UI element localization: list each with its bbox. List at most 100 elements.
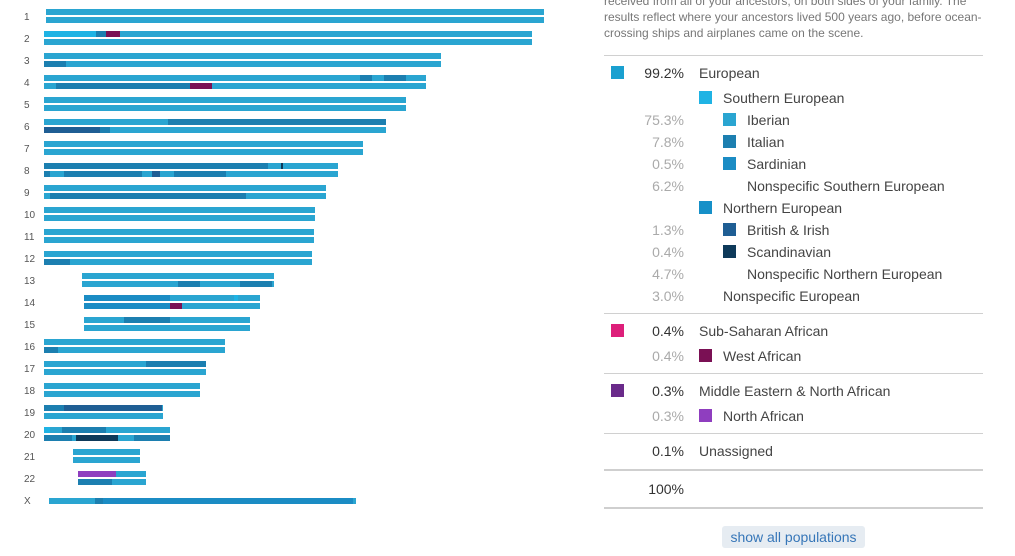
population-name: Southern European xyxy=(723,90,845,106)
ancestry-segment xyxy=(190,83,212,89)
population-color-swatch xyxy=(699,349,712,362)
population-row[interactable]: 99.2% European xyxy=(604,63,983,83)
chromosome-label: 8 xyxy=(24,166,30,177)
chromosome-bar[interactable] xyxy=(44,251,312,257)
chromosome-bar[interactable] xyxy=(44,97,406,103)
chromosome-bar[interactable] xyxy=(44,339,225,345)
total-percent: 100% xyxy=(648,481,684,497)
ancestry-segment xyxy=(240,281,272,287)
population-percent: 0.5% xyxy=(652,156,684,172)
population-row[interactable]: 0.3% Middle Eastern & North African xyxy=(604,381,983,401)
chromosome-bar[interactable] xyxy=(44,413,163,419)
population-row[interactable]: 75.3% Iberian xyxy=(604,110,983,130)
population-row[interactable]: Northern European xyxy=(604,198,983,218)
population-row[interactable]: 6.2% Nonspecific Southern European xyxy=(604,176,983,196)
ancestry-segment xyxy=(95,498,103,504)
chromosome-bar[interactable] xyxy=(44,391,200,397)
population-row[interactable]: 0.4% West African xyxy=(604,346,983,366)
chromosome-bar[interactable] xyxy=(84,325,250,331)
chromosome-bar[interactable] xyxy=(44,141,363,147)
population-row[interactable]: 7.8% Italian xyxy=(604,132,983,152)
chromosome-bar[interactable] xyxy=(84,295,260,301)
chromosome-label: 10 xyxy=(24,210,36,221)
chromosome-label: 6 xyxy=(24,122,30,133)
chromosome-bar[interactable] xyxy=(44,237,314,243)
chromosome-label: 12 xyxy=(24,254,36,265)
population-percent: 0.3% xyxy=(652,383,684,399)
population-row[interactable]: 3.0% Nonspecific European xyxy=(604,286,983,306)
population-name: Italian xyxy=(747,134,785,150)
chromosome-bar[interactable] xyxy=(44,229,314,235)
chromosome-bar[interactable] xyxy=(44,53,441,59)
chromosome-bar[interactable] xyxy=(44,39,532,45)
ancestry-segment xyxy=(103,498,353,504)
population-color-swatch xyxy=(611,66,624,79)
table-separator xyxy=(604,373,983,374)
chromosome-bar[interactable] xyxy=(82,273,274,279)
ancestry-segment xyxy=(78,471,116,477)
ancestry-segment xyxy=(234,295,238,301)
population-row[interactable]: 4.7% Nonspecific Northern European xyxy=(604,264,983,284)
population-percent: 0.4% xyxy=(652,244,684,260)
chromosome-bar[interactable] xyxy=(44,83,426,89)
ancestry-segment xyxy=(360,75,372,81)
ancestry-segment xyxy=(84,295,170,301)
population-percent: 6.2% xyxy=(652,178,684,194)
chromosome-label: X xyxy=(24,496,31,507)
chromosome-bar[interactable] xyxy=(44,347,225,353)
population-name: North African xyxy=(723,408,804,424)
table-separator xyxy=(604,433,983,434)
population-row[interactable]: 0.1% Unassigned xyxy=(604,441,983,461)
chromosome-bar[interactable] xyxy=(44,105,406,111)
ancestry-segment xyxy=(96,31,106,37)
population-percent: 0.4% xyxy=(652,323,684,339)
population-percent: 99.2% xyxy=(644,65,684,81)
population-row[interactable]: Southern European xyxy=(604,88,983,108)
chromosome-bar[interactable] xyxy=(44,361,206,367)
chromosome-bar[interactable] xyxy=(44,185,326,191)
chromosome-bar[interactable] xyxy=(73,449,140,455)
chromosome-bar[interactable] xyxy=(44,259,312,265)
table-separator xyxy=(604,313,983,314)
ancestry-segment xyxy=(124,317,170,323)
chromosome-label: 15 xyxy=(24,320,36,331)
ancestry-segment xyxy=(44,31,96,37)
chromosome-bar[interactable] xyxy=(44,369,206,375)
population-row[interactable]: 1.3% British & Irish xyxy=(604,220,983,240)
chromosome-bar[interactable] xyxy=(44,127,386,133)
ancestry-segment xyxy=(64,171,142,177)
chromosome-bar[interactable] xyxy=(44,215,315,221)
ancestry-segment xyxy=(134,435,170,441)
chromosome-bar[interactable] xyxy=(44,31,532,37)
chromosome-bar[interactable] xyxy=(73,457,140,463)
ancestry-segment xyxy=(56,83,190,89)
chromosome-bar[interactable] xyxy=(44,383,200,389)
population-name: Sardinian xyxy=(747,156,807,172)
chromosome-bar[interactable] xyxy=(44,75,426,81)
population-row[interactable]: 0.4% Scandinavian xyxy=(604,242,983,262)
chromosome-bar[interactable] xyxy=(44,149,363,155)
population-row[interactable]: 0.3% North African xyxy=(604,406,983,426)
chromosome-bar[interactable] xyxy=(44,427,170,433)
population-color-swatch xyxy=(723,223,736,236)
population-row[interactable]: 0.4% Sub-Saharan African xyxy=(604,321,983,341)
population-color-swatch xyxy=(723,157,736,170)
population-color-swatch xyxy=(699,201,712,214)
ancestry-segment xyxy=(64,405,162,411)
chromosome-label: 14 xyxy=(24,298,36,309)
chromosome-bar[interactable] xyxy=(44,61,441,67)
chromosome-bar[interactable] xyxy=(46,17,544,23)
ancestry-segment xyxy=(44,427,50,433)
chromosome-bar[interactable] xyxy=(44,207,315,213)
population-row[interactable]: 0.5% Sardinian xyxy=(604,154,983,174)
chromosome-label: 22 xyxy=(24,474,36,485)
show-all-populations-button[interactable]: show all populations xyxy=(722,526,865,548)
population-percent: 3.0% xyxy=(652,288,684,304)
population-name: Nonspecific Southern European xyxy=(747,178,945,194)
chromosome-label: 13 xyxy=(24,276,36,287)
table-separator xyxy=(604,507,983,509)
chromosome-bar[interactable] xyxy=(46,9,544,15)
ancestry-segment xyxy=(100,127,110,133)
ancestry-segment xyxy=(50,193,246,199)
population-name: European xyxy=(699,65,760,81)
